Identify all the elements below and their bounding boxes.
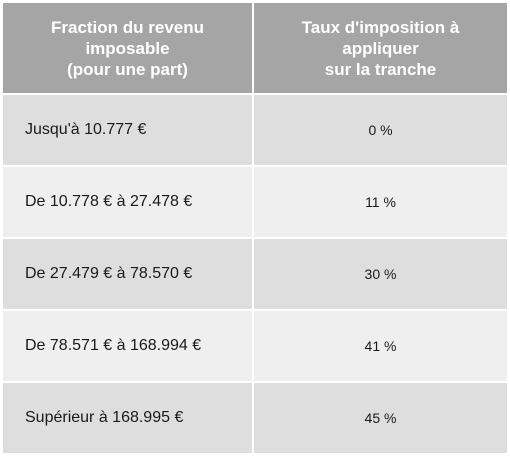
tax-bracket-table: Fraction du revenu imposable (pour une p… [3,3,507,455]
rate-cell: 30 % [253,238,507,311]
header-line: appliquer [342,38,419,58]
table-row: Jusqu'à 10.777 € 0 % [3,94,507,167]
bracket-cell: De 27.479 € à 78.570 € [3,238,254,311]
header-line: sur la tranche [324,59,437,79]
bracket-cell: Supérieur à 168.995 € [3,382,254,455]
header-line: (pour une part) [67,59,188,79]
rate-cell: 11 % [253,166,507,239]
rate-cell: 41 % [253,310,507,383]
table-row: De 10.778 € à 27.478 € 11 % [3,166,507,239]
table-row: Supérieur à 168.995 € 45 % [3,382,507,455]
header-line: imposable [85,38,170,58]
table-row: De 27.479 € à 78.570 € 30 % [3,238,507,311]
table-row: De 78.571 € à 168.994 € 41 % [3,310,507,383]
rate-cell: 0 % [253,94,507,167]
bracket-cell: De 10.778 € à 27.478 € [3,166,254,239]
bracket-cell: Jusqu'à 10.777 € [3,94,254,167]
header-line: Fraction du revenu [50,17,205,37]
header-line: Taux d'imposition à [301,17,460,37]
bracket-cell: De 78.571 € à 168.994 € [3,310,254,383]
header-row: Fraction du revenu imposable (pour une p… [3,3,507,95]
header-tax-rate: Taux d'imposition à appliquer sur la tra… [253,3,507,95]
rate-cell: 45 % [253,382,507,455]
header-income-bracket: Fraction du revenu imposable (pour une p… [3,3,254,95]
